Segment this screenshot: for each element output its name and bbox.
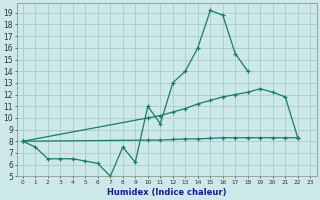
X-axis label: Humidex (Indice chaleur): Humidex (Indice chaleur): [107, 188, 226, 197]
